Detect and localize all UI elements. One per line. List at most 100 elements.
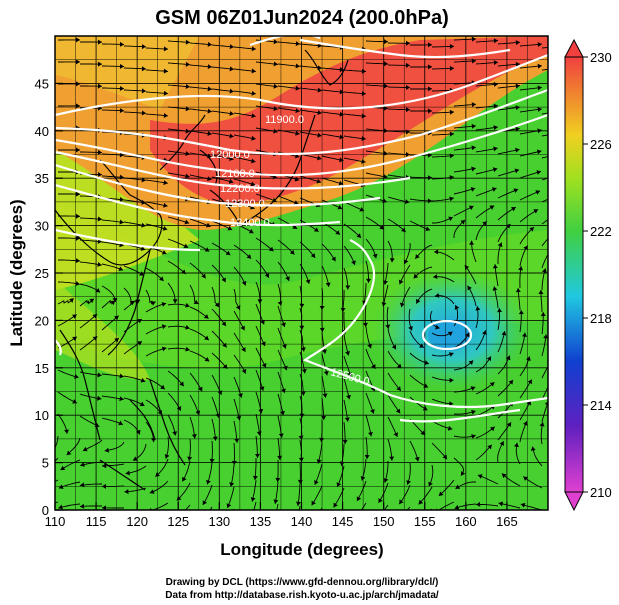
streamline-arrow: [119, 219, 124, 225]
streamline-arrow: [97, 61, 102, 67]
streamline-arrow: [75, 213, 80, 219]
streamline: [541, 156, 548, 159]
streamline-arrow: [294, 176, 300, 182]
contour-label: 12000.0: [210, 149, 250, 161]
streamline-arrow: [404, 199, 410, 204]
streamline-arrow: [493, 38, 498, 44]
x-tick-label: 130: [208, 514, 230, 529]
streamline-arrow: [60, 465, 66, 470]
streamline-arrow: [395, 408, 401, 414]
streamline-arrow: [408, 325, 413, 331]
x-tick-label: 145: [332, 514, 354, 529]
streamline-arrow: [293, 200, 299, 205]
y-tick-label: 35: [35, 171, 49, 186]
streamline-arrow: [215, 413, 221, 418]
streamline-arrow: [385, 324, 391, 329]
streamline-arrow: [246, 254, 252, 259]
streamline-arrow: [515, 61, 520, 67]
streamline-arrow: [381, 302, 387, 307]
streamline-arrow: [383, 39, 388, 45]
streamline-arrow: [229, 110, 234, 116]
streamline-arrow: [199, 520, 204, 525]
streamline-arrow: [383, 174, 388, 179]
streamline-arrow: [163, 202, 168, 208]
streamline-arrow: [383, 478, 389, 483]
streamline-arrow: [514, 168, 520, 174]
streamline-arrow: [75, 37, 80, 43]
red-jet-core: [150, 36, 548, 205]
streamline-arrow: [150, 301, 156, 306]
streamline-arrow: [493, 146, 498, 152]
streamline-arrow: [427, 86, 432, 92]
streamline-arrow: [207, 41, 212, 47]
streamline-arrow: [184, 219, 190, 225]
streamline-arrow: [396, 386, 401, 391]
streamline-arrow: [464, 265, 470, 270]
streamline-arrow: [82, 446, 88, 452]
streamline-arrow: [119, 197, 124, 202]
streamline-arrow: [300, 391, 306, 396]
streamline-arrow: [64, 429, 70, 434]
streamline-arrow: [403, 259, 409, 265]
streamline-arrow: [207, 176, 212, 182]
colorbar-tick-label: 214: [590, 398, 612, 413]
x-tick-label: 165: [496, 514, 518, 529]
streamline-arrow: [281, 343, 287, 349]
streamline-arrow: [383, 105, 388, 111]
streamline-arrow: [176, 406, 182, 411]
streamline-arrow: [185, 151, 190, 156]
streamline-arrow: [449, 109, 454, 115]
streamline-arrow: [475, 306, 481, 311]
colorbar-tick-label: 230: [590, 50, 612, 65]
streamline-arrow: [529, 227, 534, 232]
streamline-arrow: [454, 305, 460, 310]
streamline-arrow: [251, 135, 256, 141]
streamline-arrow: [164, 454, 170, 459]
streamline-arrow: [427, 42, 432, 48]
streamline-arrow: [405, 62, 410, 68]
streamline-arrow: [535, 190, 541, 195]
streamline-arrow: [160, 384, 165, 390]
streamline-arrow: [172, 299, 178, 304]
streamline-arrow: [333, 502, 338, 508]
streamline-arrow: [489, 205, 495, 210]
streamline-arrow: [191, 434, 197, 439]
streamline-arrow: [97, 238, 102, 244]
streamline-arrow: [405, 107, 410, 113]
streamline-arrow: [544, 401, 548, 406]
streamline-arrow: [541, 268, 547, 273]
streamline-arrow: [323, 370, 329, 376]
streamline-arrow: [339, 157, 344, 163]
streamline-arrow: [556, 212, 561, 216]
streamline-arrow: [449, 196, 454, 202]
streamline-arrow: [119, 152, 124, 158]
streamline-arrow: [172, 431, 178, 436]
streamline-arrow: [469, 240, 475, 245]
streamline-arrow: [141, 88, 146, 94]
streamline-arrow: [311, 500, 316, 506]
streamline-arrow: [137, 319, 142, 324]
streamline-arrow: [72, 336, 77, 342]
streamline-arrow: [292, 224, 298, 229]
streamline-arrow: [141, 222, 146, 228]
streamline: [541, 134, 548, 137]
streamline-arrow: [482, 330, 487, 335]
streamline: [57, 299, 73, 305]
streamline-arrow: [471, 145, 476, 151]
streamline-arrow: [89, 298, 95, 303]
streamline-arrow: [346, 394, 351, 400]
streamline-arrow: [428, 481, 433, 487]
streamline-arrow: [361, 91, 366, 97]
streamline-arrow: [50, 452, 54, 457]
map-title: GSM 06Z01Jun2024 (200.0hPa): [155, 7, 448, 29]
streamline-arrow: [361, 136, 366, 142]
streamline: [541, 198, 548, 203]
streamline-arrow: [364, 454, 370, 459]
streamline-arrow: [229, 44, 234, 50]
contour-label: 11900.0: [265, 114, 304, 126]
streamline-arrow: [280, 410, 285, 416]
streamline-arrow: [427, 64, 432, 70]
streamline-arrow: [58, 484, 64, 489]
streamline-arrow: [540, 312, 546, 317]
streamline-arrow: [345, 285, 351, 290]
